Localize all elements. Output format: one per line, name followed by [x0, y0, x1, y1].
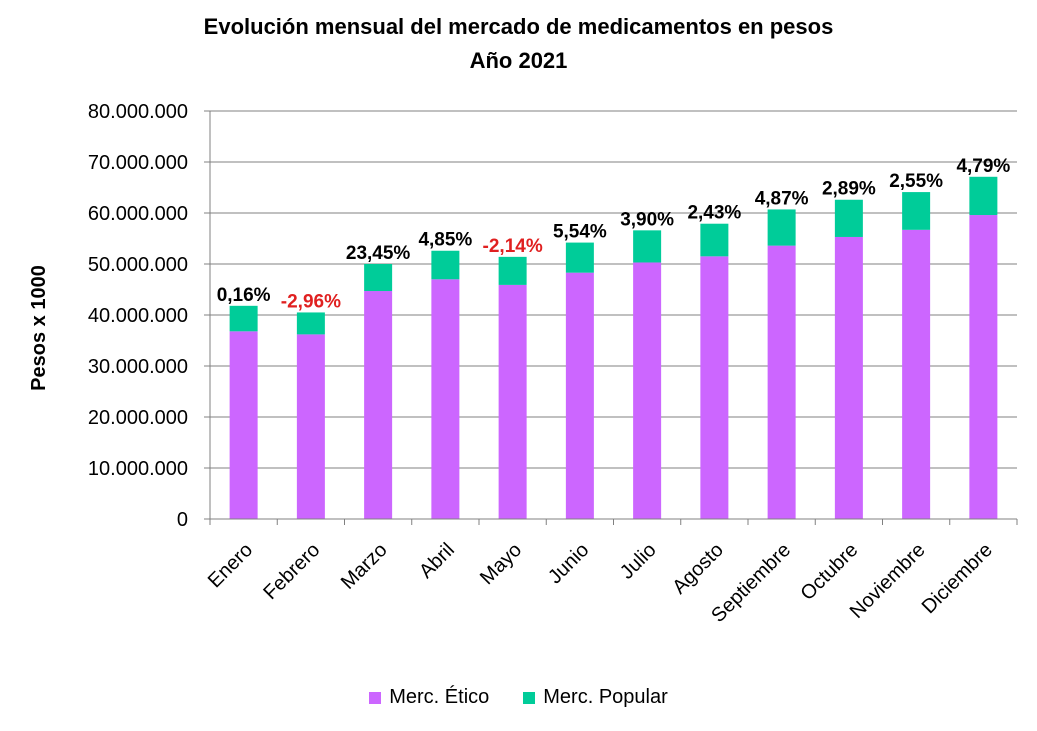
bar-popular [969, 176, 998, 216]
data-label: 0,16% [217, 285, 271, 306]
x-tick-label: Diciembre [918, 539, 997, 618]
bar-etico [834, 236, 863, 519]
y-tick-labels: 0 10.000.000 20.000.000 30.000.000 40.000.00… [88, 101, 188, 531]
bar-etico [431, 279, 460, 519]
x-tick-label: Octubre [797, 539, 863, 605]
bar-popular [633, 230, 662, 263]
y-tick-label: 20.000.000 [88, 407, 188, 429]
bar-etico [229, 331, 258, 519]
x-tick-label: Marzo [337, 539, 392, 594]
legend-label-popular: Merc. Popular [543, 686, 668, 708]
legend-swatch-popular [523, 691, 536, 704]
bar-etico [498, 284, 527, 519]
y-tick-label: 60.000.000 [88, 203, 188, 225]
data-label: 4,85% [418, 230, 472, 251]
data-labels: 0,16% -2,96% 23,45% 4,85% -2,14% 5,54% 3,90% 2,… [217, 156, 1011, 313]
data-label: 23,45% [346, 243, 411, 264]
bar-popular [767, 209, 796, 246]
bar-etico [633, 262, 662, 519]
x-tick-label: Febrero [259, 539, 324, 604]
x-tick-label: Agosto [668, 539, 728, 599]
x-tick-label: Junio [544, 539, 593, 588]
bar-popular [229, 305, 258, 332]
chart-subtitle: Año 2021 [469, 48, 568, 73]
data-label: 4,79% [956, 156, 1010, 177]
gridlines [204, 110, 1017, 520]
data-label: -2,96% [281, 291, 341, 312]
y-axis-label: Pesos x 1000 [28, 265, 50, 391]
x-tick-label: Julio [616, 539, 661, 584]
legend: Merc. Ético Merc. Popular [0, 686, 1037, 709]
data-label: -2,14% [483, 236, 543, 257]
data-label: 3,90% [620, 209, 674, 230]
y-tick-label: 0 [177, 509, 188, 531]
bar-etico [902, 229, 931, 519]
legend-label-etico: Merc. Ético [389, 686, 490, 708]
legend-item-popular: Merc. Popular [523, 686, 668, 709]
x-tick-labels: Enero Febrero Marzo Abril Mayo Junio Julio Agos… [204, 539, 997, 627]
bar-etico [767, 245, 796, 519]
axes [209, 111, 1018, 525]
bar-popular [700, 223, 729, 257]
data-label: 5,54% [553, 222, 607, 243]
bar-popular [902, 192, 931, 230]
bar-popular [431, 250, 460, 280]
bar-popular [565, 242, 594, 273]
y-tick-label: 70.000.000 [88, 152, 188, 174]
bar-etico [296, 334, 325, 519]
x-tick-label: Abril [415, 539, 459, 583]
x-tick-label: Enero [204, 539, 257, 592]
bar-popular [834, 199, 863, 237]
bar-etico [969, 215, 998, 520]
bar-etico [565, 272, 594, 519]
y-tick-label: 50.000.000 [88, 254, 188, 276]
bars [229, 176, 998, 520]
y-tick-label: 10.000.000 [88, 458, 188, 480]
bar-etico [364, 291, 393, 519]
data-label: 2,43% [687, 203, 741, 224]
data-label: 2,55% [889, 171, 943, 192]
data-label: 4,87% [755, 188, 809, 209]
chart-title: Evolución mensual del mercado de medicam… [203, 14, 834, 39]
bar-popular [364, 264, 393, 292]
y-tick-label: 80.000.000 [88, 101, 188, 123]
data-label: 2,89% [822, 179, 876, 200]
bar-popular [498, 256, 527, 285]
bar-etico [700, 256, 729, 519]
legend-item-etico: Merc. Ético [369, 686, 489, 709]
y-tick-label: 40.000.000 [88, 305, 188, 327]
y-tick-label: 30.000.000 [88, 356, 188, 378]
legend-swatch-etico [369, 691, 382, 704]
bar-popular [296, 312, 325, 335]
x-tick-label: Mayo [476, 539, 526, 589]
